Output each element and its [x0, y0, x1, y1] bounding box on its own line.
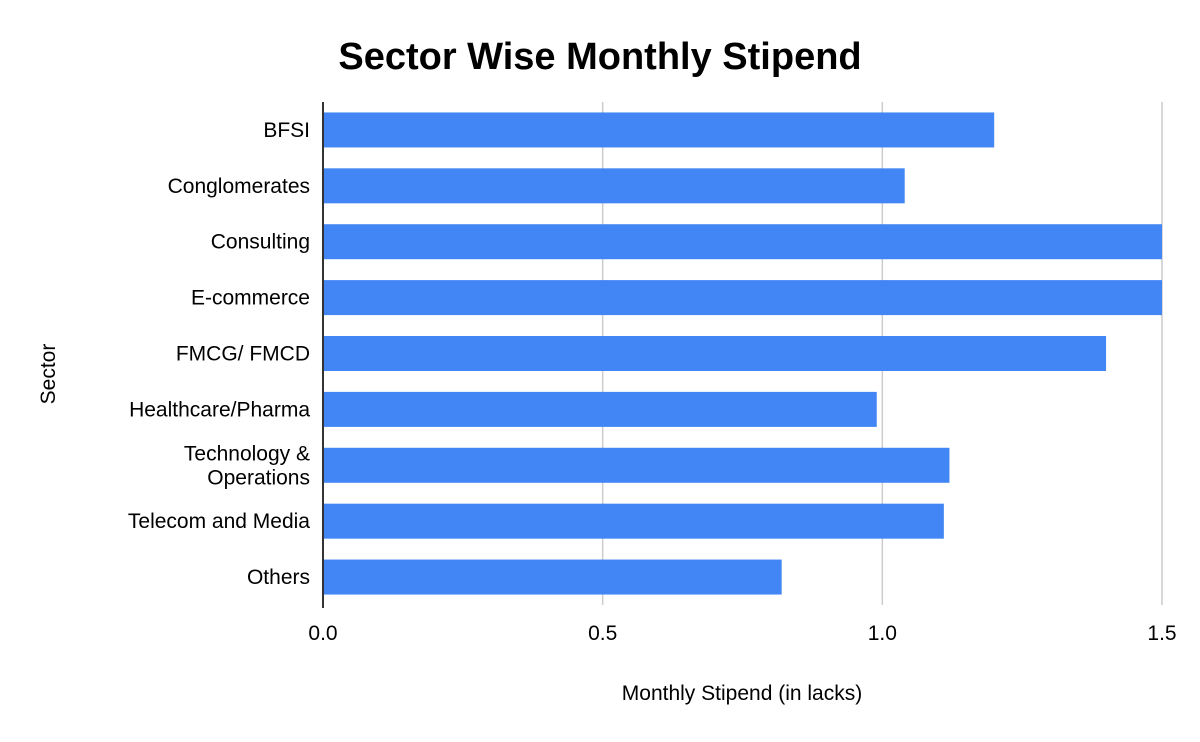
x-tick-labels: 0.0 0.5 1.0 1.5	[308, 622, 1176, 645]
category-label-3: E-commerce	[191, 287, 310, 310]
bar-2	[323, 224, 1162, 260]
x-tick-label-1: 0.5	[588, 622, 617, 645]
x-tick-label-0: 0.0	[308, 622, 337, 645]
category-label-0: BFSI	[263, 119, 310, 142]
category-label-6: Technology & Operations	[184, 442, 310, 489]
category-label-7: Telecom and Media	[128, 510, 310, 533]
bar-4	[323, 336, 1107, 371]
y-axis-title: Sector	[37, 344, 60, 405]
bars	[323, 112, 1162, 595]
category-label-5: Healthcare/Pharma	[129, 398, 310, 421]
x-tick-label-2: 1.0	[868, 622, 897, 645]
x-axis-title: Monthly Stipend (in lacks)	[622, 682, 862, 705]
bar-3	[323, 280, 1162, 316]
bar-1	[323, 168, 905, 204]
bar-8	[323, 559, 782, 595]
category-label-8: Others	[247, 566, 310, 589]
bar-6	[323, 447, 950, 483]
chart-title: Sector Wise Monthly Stipend	[338, 36, 861, 78]
category-labels: BFSI Conglomerates Consulting E-commerce FMC…	[128, 119, 310, 589]
bar-5	[323, 391, 877, 427]
bar-7	[323, 503, 944, 539]
category-label-4: FMCG/ FMCD	[176, 343, 310, 366]
category-label-2: Consulting	[211, 231, 310, 254]
category-label-1: Conglomerates	[168, 175, 310, 198]
bar-0	[323, 112, 995, 148]
x-tick-label-3: 1.5	[1147, 622, 1176, 645]
